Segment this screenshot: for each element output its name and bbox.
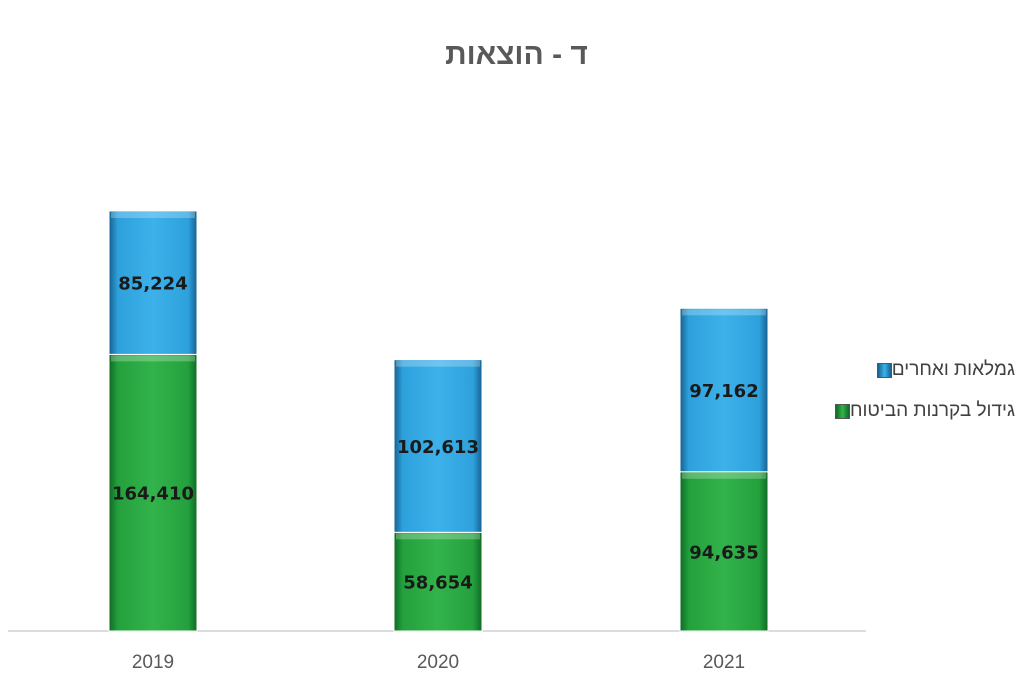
bar-bevel-2021-series-0 bbox=[682, 472, 766, 479]
bar-2020-series-0 bbox=[393, 531, 483, 632]
data-label-2020-series-0: 58,654 bbox=[403, 573, 472, 594]
bar-bevel-2020-series-0 bbox=[396, 533, 480, 540]
legend-item-insurance-funds: גידול בקרנות הביטוח bbox=[829, 399, 1015, 423]
legend-swatch-blue bbox=[876, 362, 892, 378]
bar-2021-series-1 bbox=[679, 307, 769, 473]
data-label-2019-series-0: 164,410 bbox=[112, 484, 194, 505]
bar-bevel-2021-series-1 bbox=[682, 309, 766, 316]
data-label-2021-series-1: 97,162 bbox=[689, 381, 758, 402]
bar-2020-series-1 bbox=[393, 359, 483, 533]
legend-label-insurance-funds: גידול בקרנות הביטוח bbox=[849, 400, 1015, 421]
legend-label-pensions: גמלאות ואחרים bbox=[891, 359, 1015, 380]
data-label-2021-series-0: 94,635 bbox=[689, 542, 758, 563]
x-tick-label-2019: 2019 bbox=[132, 652, 174, 673]
data-label-2019-series-1: 85,224 bbox=[118, 274, 187, 295]
bar-bevel-2019-series-1 bbox=[111, 212, 195, 218]
legend-swatch-green bbox=[834, 403, 850, 419]
bars-layer bbox=[108, 210, 769, 632]
bar-2021-series-0 bbox=[679, 471, 769, 632]
bar-bevel-2020-series-1 bbox=[396, 360, 480, 367]
legend-item-pensions: גמלאות ואחרים bbox=[871, 358, 1015, 382]
x-tick-label-2020: 2020 bbox=[417, 652, 459, 673]
bar-2019-series-0 bbox=[108, 353, 198, 632]
chart-title: ד - הוצאות bbox=[445, 38, 588, 71]
x-tick-label-2021: 2021 bbox=[703, 652, 745, 673]
bar-bevel-2019-series-0 bbox=[111, 355, 195, 362]
bar-2019-series-1 bbox=[108, 210, 198, 355]
data-label-2020-series-1: 102,613 bbox=[397, 437, 479, 458]
labels-layer: 164,410 85,224 2019 58,654 102,613 2020 94,635… bbox=[112, 274, 759, 673]
